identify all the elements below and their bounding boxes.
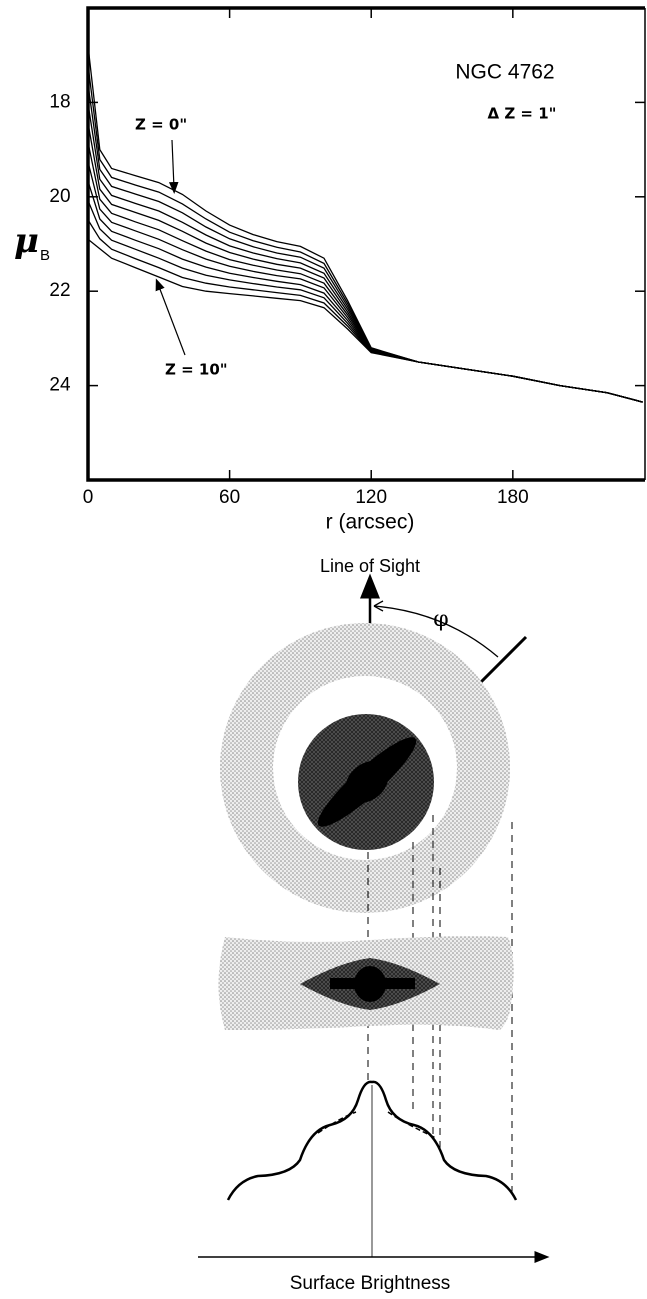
diagram-label: Line of Sight xyxy=(320,556,420,576)
angle-label: φ xyxy=(433,607,448,632)
diagram: Line of Sight φ Surface Brightness xyxy=(198,556,550,1294)
annotation-arrow xyxy=(155,278,186,356)
profile-dashed xyxy=(317,1111,437,1139)
y-tick-label: 24 xyxy=(49,375,71,396)
x-tick-label: 0 xyxy=(83,487,94,508)
edge-on-bulge xyxy=(354,966,386,1002)
x-tick-label: 180 xyxy=(497,487,529,508)
chart: NGC 4762 Δ Z = 1" r (arcsec) μ B Z = 0" … xyxy=(14,6,646,534)
brightness-profile xyxy=(226,1080,518,1201)
y-tick-label: 22 xyxy=(49,280,70,301)
profile-line xyxy=(87,45,643,403)
angle-arrowhead xyxy=(373,600,384,612)
y-axis-label-subscript: B xyxy=(40,247,50,264)
bulge xyxy=(345,761,389,803)
angle-arc xyxy=(373,605,499,658)
chart-subtitle: Δ Z = 1" xyxy=(488,105,557,123)
annotation: Z = 10" xyxy=(165,361,228,379)
y-tick-label: 18 xyxy=(49,91,70,112)
annotation-arrow xyxy=(168,139,179,194)
x-tick-label: 120 xyxy=(355,487,387,508)
profile-line xyxy=(87,103,643,403)
profile-line xyxy=(87,238,643,403)
y-tick-label: 20 xyxy=(49,186,70,207)
axis-frame xyxy=(86,6,645,482)
diagram-label: Surface Brightness xyxy=(290,1273,451,1294)
x-axis-label: r (arcsec) xyxy=(326,511,415,534)
chart-title: NGC 4762 xyxy=(455,61,554,84)
y-axis-label: μ xyxy=(14,221,39,261)
x-tick-label: 60 xyxy=(219,487,240,508)
annotation: Z = 0" xyxy=(135,116,187,134)
